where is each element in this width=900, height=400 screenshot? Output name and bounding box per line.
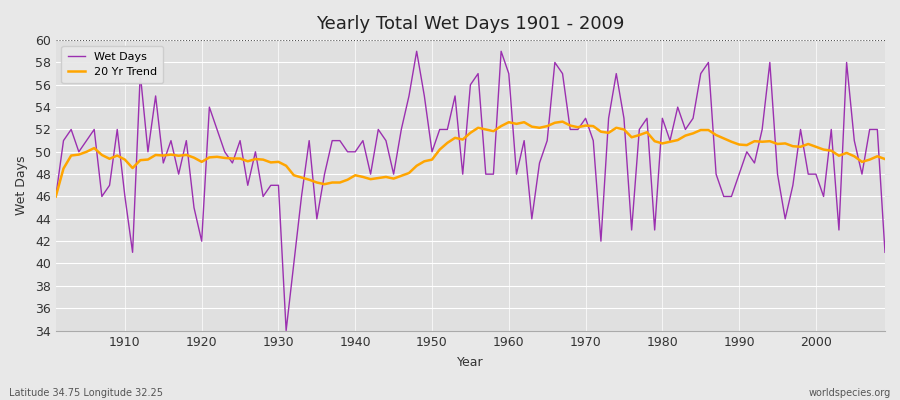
Text: Latitude 34.75 Longitude 32.25: Latitude 34.75 Longitude 32.25 xyxy=(9,388,163,398)
20 Yr Trend xyxy=(879,157,890,162)
Wet Days xyxy=(288,261,299,266)
Y-axis label: Wet Days: Wet Days xyxy=(15,156,28,215)
Wet Days xyxy=(511,172,522,176)
Legend: Wet Days, 20 Yr Trend: Wet Days, 20 Yr Trend xyxy=(61,46,164,84)
Wet Days xyxy=(518,138,529,143)
Line: Wet Days: Wet Days xyxy=(56,51,885,330)
Text: worldspecies.org: worldspecies.org xyxy=(809,388,891,398)
Wet Days xyxy=(335,138,346,143)
X-axis label: Year: Year xyxy=(457,356,483,369)
20 Yr Trend xyxy=(496,124,507,128)
20 Yr Trend xyxy=(327,180,338,185)
Wet Days xyxy=(112,127,122,132)
Title: Yearly Total Wet Days 1901 - 2009: Yearly Total Wet Days 1901 - 2009 xyxy=(316,15,625,33)
20 Yr Trend xyxy=(112,153,122,158)
20 Yr Trend xyxy=(603,130,614,135)
Wet Days xyxy=(411,49,422,54)
Wet Days xyxy=(50,194,61,199)
Wet Days xyxy=(281,328,292,333)
20 Yr Trend xyxy=(557,119,568,124)
20 Yr Trend xyxy=(50,194,61,199)
20 Yr Trend xyxy=(503,120,514,125)
Line: 20 Yr Trend: 20 Yr Trend xyxy=(56,122,885,196)
Wet Days xyxy=(611,71,622,76)
20 Yr Trend xyxy=(281,163,292,168)
Wet Days xyxy=(879,250,890,255)
